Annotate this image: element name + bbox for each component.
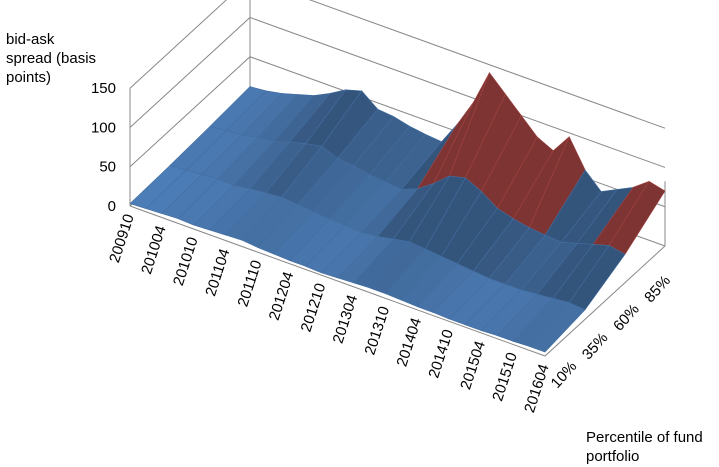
depth-tick-label: 35% — [579, 330, 612, 364]
z-axis-title-line: spread (basis — [6, 50, 97, 67]
x-tick-label: 201304 — [330, 293, 362, 346]
x-tick-label: 201604 — [521, 362, 553, 415]
z-gridline — [129, 0, 666, 129]
x-tick-label: 200910 — [106, 212, 138, 265]
depth-axis-title-line: portfolio — [586, 448, 640, 465]
x-tick-label: 201404 — [393, 316, 425, 369]
z-tick-label: 100 — [91, 119, 116, 136]
surface-patch — [528, 302, 586, 353]
depth-tick-label: 85% — [641, 272, 674, 306]
depth-axis-title: Percentile of fund portfolio — [586, 428, 719, 466]
depth-axis-title-line: Percentile of fund — [586, 429, 703, 446]
z-tick-label: 0 — [108, 198, 116, 215]
z-axis-title-line: bid-ask — [6, 31, 55, 48]
x-tick-label: 201004 — [138, 224, 170, 277]
x-tick-label: 201110 — [235, 258, 266, 309]
x-tick-label: 201010 — [170, 235, 202, 288]
x-tick-label: 201210 — [298, 281, 330, 334]
z-axis-title: bid-ask spread (basis points) — [6, 30, 106, 87]
z-axis-title-line: points) — [6, 69, 52, 86]
depth-tick-label: 10% — [548, 358, 581, 392]
x-tick-label: 201504 — [457, 339, 489, 392]
surface-plot — [129, 71, 666, 353]
floor-edge — [129, 205, 666, 357]
z-tick-label: 50 — [99, 159, 116, 176]
z-tick-label: 150 — [91, 80, 116, 97]
x-tick-label: 201104 — [202, 247, 233, 299]
depth-tick-label: 60% — [610, 301, 643, 335]
x-tick-label: 201204 — [266, 270, 298, 323]
x-tick-label: 201410 — [425, 327, 457, 380]
x-tick-label: 201310 — [362, 304, 394, 357]
x-tick-label: 201510 — [489, 350, 521, 403]
